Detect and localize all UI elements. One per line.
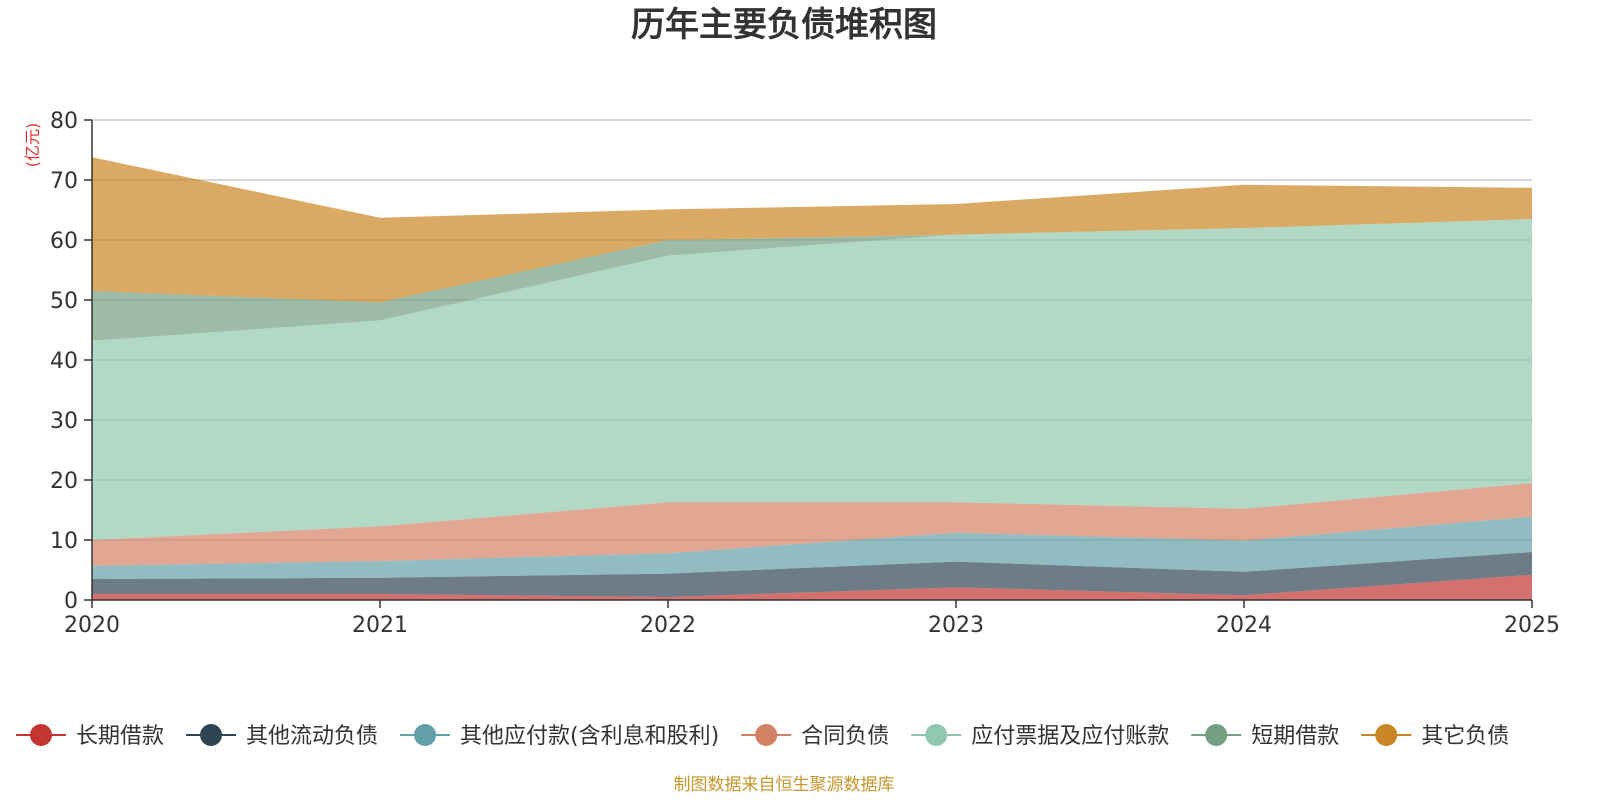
y-tick-label: 60	[50, 229, 78, 254]
y-tick-label: 70	[50, 169, 78, 194]
legend-item-4[interactable]: 合同负债	[741, 724, 889, 749]
x-tick-label: 2021	[352, 613, 408, 638]
y-tick-label: 0	[64, 589, 78, 614]
x-tick-label: 2023	[928, 613, 984, 638]
data-source-note: 制图数据来自恒生聚源数据库	[674, 775, 895, 795]
legend-marker-icon	[414, 724, 437, 746]
area-series-3[interactable]	[92, 516, 1532, 579]
area-series-1[interactable]	[92, 574, 1532, 600]
area-series	[92, 157, 1532, 600]
legend-marker-icon	[200, 724, 223, 746]
area-series-4[interactable]	[92, 483, 1532, 566]
legend-item-3[interactable]: 其他应付款(含利息和股利)	[400, 724, 719, 749]
legend-label: 长期借款	[76, 724, 164, 749]
y-axis-unit: (亿元)	[23, 123, 42, 168]
legend-label: 其他流动负债	[246, 724, 378, 749]
x-tick-label: 2020	[64, 613, 120, 638]
x-tick-label: 2024	[1216, 613, 1272, 638]
legend-label: 其他应付款(含利息和股利)	[460, 724, 719, 749]
legend-marker-icon	[925, 724, 948, 746]
chart-title: 历年主要负债堆积图	[631, 5, 937, 45]
y-tick-label: 40	[50, 349, 78, 374]
legend-label: 应付票据及应付账款	[971, 724, 1169, 749]
legend-item-7[interactable]: 其它负债	[1361, 724, 1509, 749]
y-tick-label: 30	[50, 409, 78, 434]
legend-item-5[interactable]: 应付票据及应付账款	[911, 724, 1169, 749]
legend-item-2[interactable]: 其他流动负债	[186, 724, 378, 749]
y-tick-label: 20	[50, 469, 78, 494]
legend-label: 短期借款	[1251, 724, 1339, 749]
area-series-5[interactable]	[92, 219, 1532, 540]
axes: 0 10 20 30 40 50 60 70 80 2020 2021 2022 2023 2024 202…	[50, 109, 1560, 638]
legend[interactable]: 长期借款 其他流动负债 其他应付款(含利息和股利) 合同负债 应付票据及应付账款 短期借款…	[16, 724, 1509, 749]
y-tick-label: 50	[50, 289, 78, 314]
legend-item-1[interactable]: 长期借款	[16, 724, 164, 749]
x-tick-label: 2025	[1504, 613, 1560, 638]
area-series-7[interactable]	[92, 157, 1532, 303]
y-tick-label: 10	[50, 529, 78, 554]
area-series-2[interactable]	[92, 552, 1532, 597]
x-tick-label: 2022	[640, 613, 696, 638]
legend-marker-icon	[755, 724, 778, 746]
legend-marker-icon	[1205, 724, 1228, 746]
legend-marker-icon	[30, 724, 52, 746]
legend-marker-icon	[1375, 724, 1398, 746]
legend-item-6[interactable]: 短期借款	[1191, 724, 1339, 749]
area-series-6[interactable]	[92, 219, 1532, 341]
y-tick-label: 80	[50, 109, 78, 134]
legend-label: 合同负债	[801, 724, 889, 749]
legend-label: 其它负债	[1421, 724, 1509, 749]
